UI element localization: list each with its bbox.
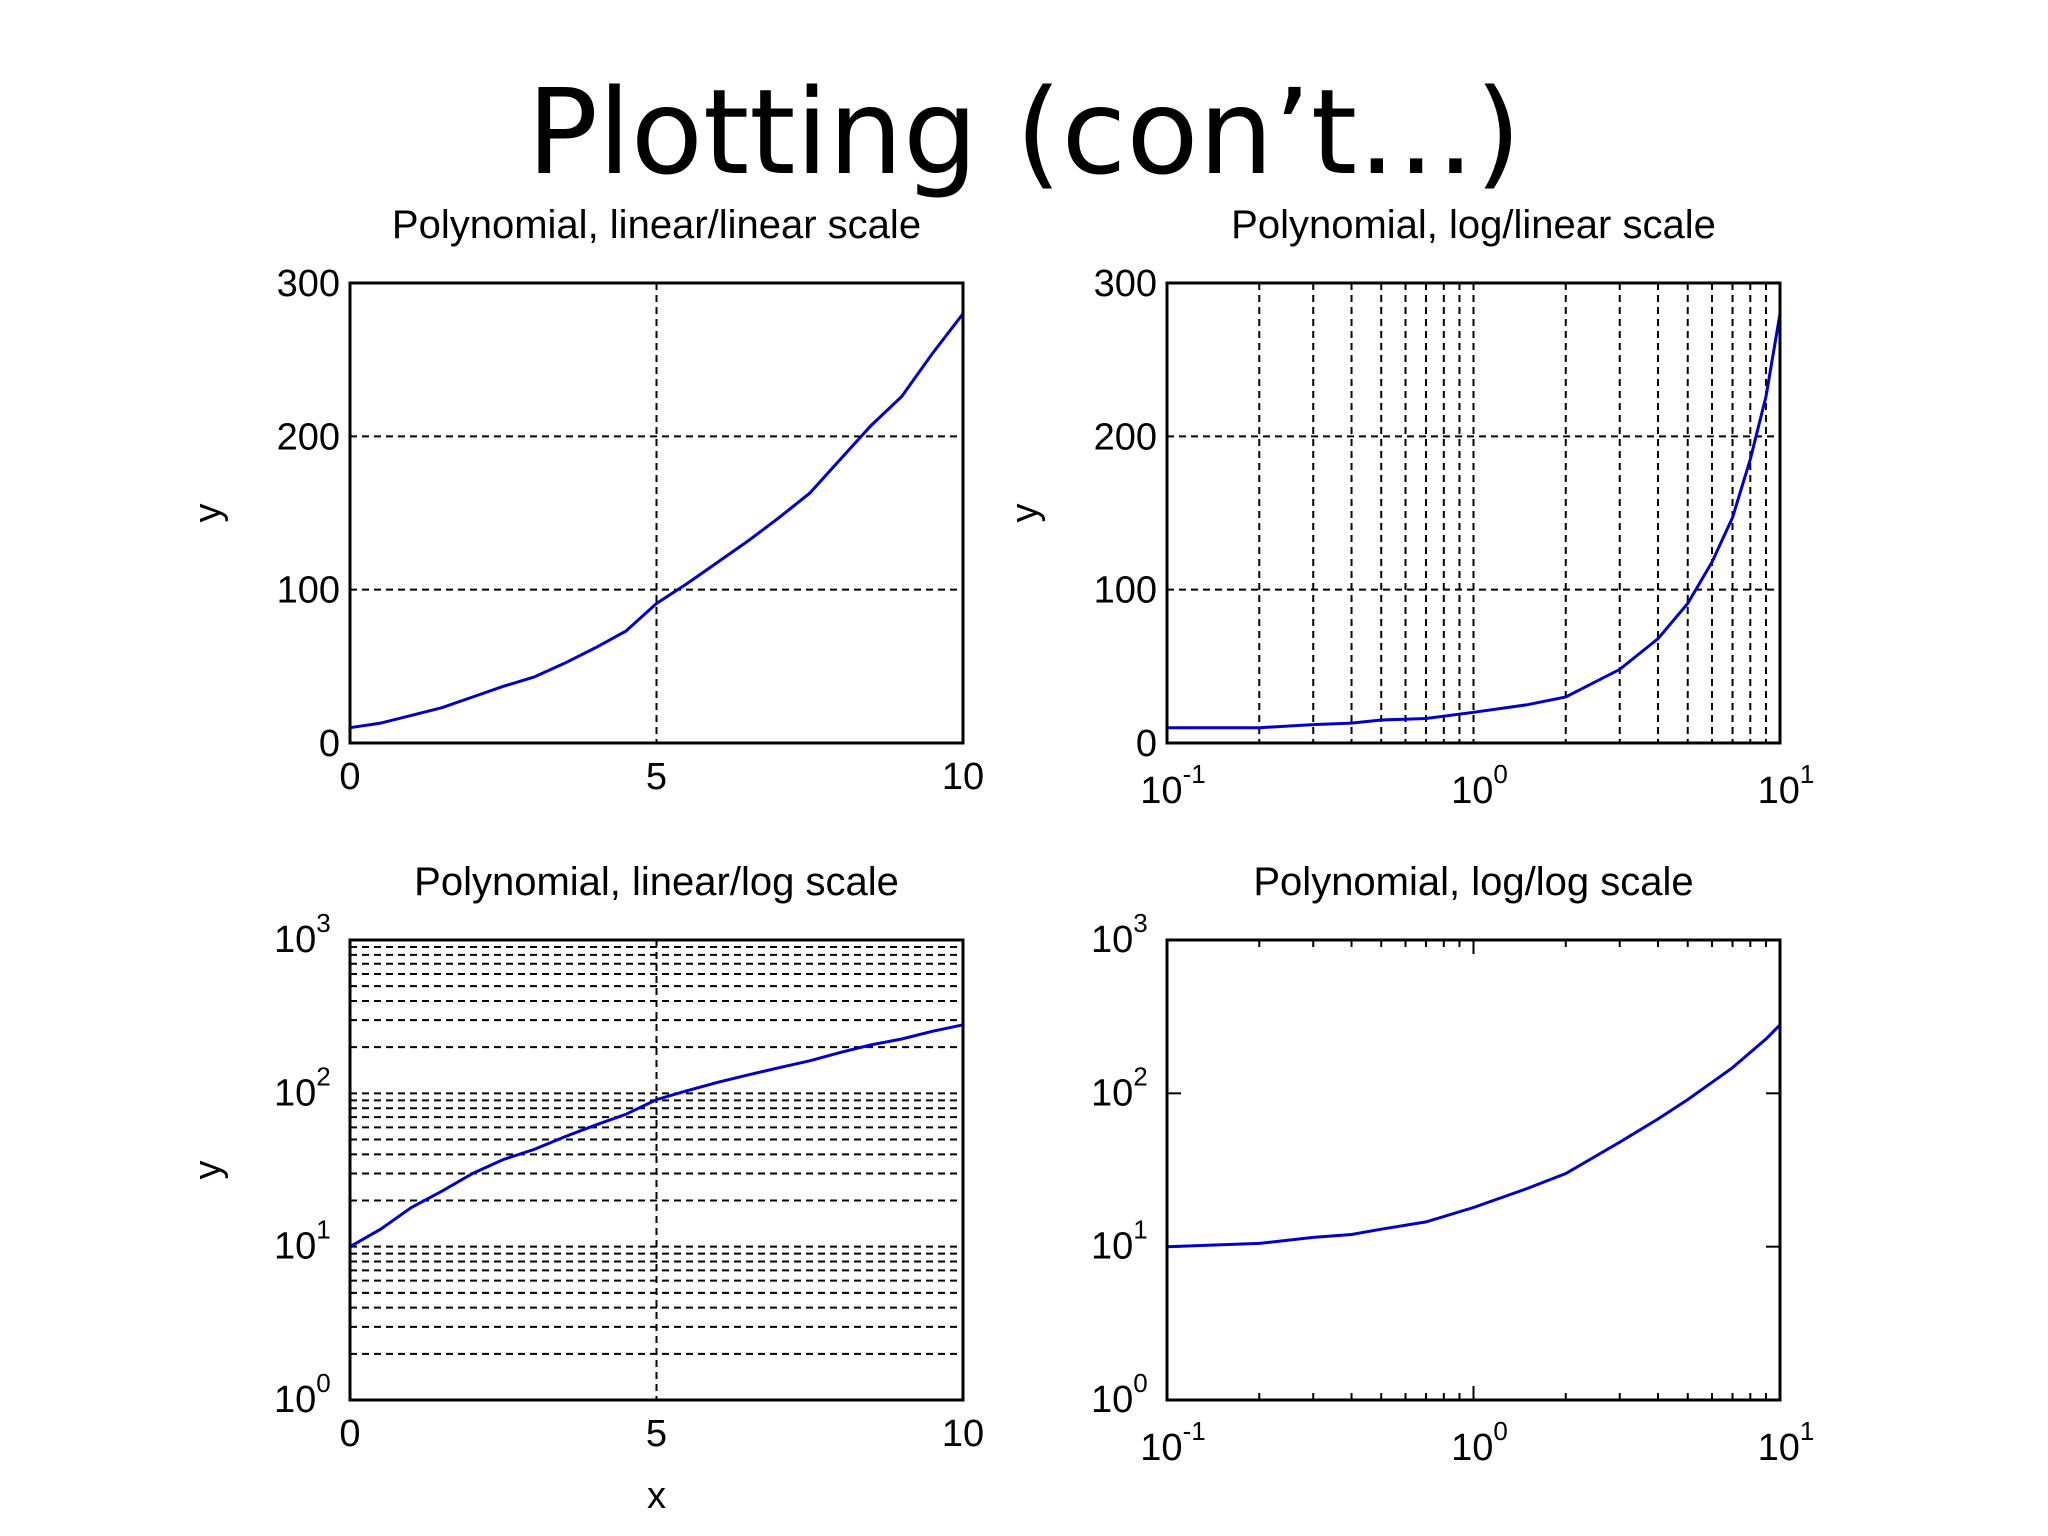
x-tick-label: 100 xyxy=(1451,759,1508,812)
y-tick-label: 100 xyxy=(274,1368,331,1421)
y-axis-label: y xyxy=(187,1161,229,1180)
y-tick-label: 300 xyxy=(277,263,340,305)
axes-frame xyxy=(348,938,965,1402)
subplot-title: Polynomial, log/linear scale xyxy=(1231,203,1716,247)
data-line xyxy=(1166,1023,1782,1249)
x-tick-label: 5 xyxy=(646,1413,667,1455)
y-tick-label: 103 xyxy=(274,908,331,961)
y-tick-label: 100 xyxy=(1094,570,1157,612)
x-axis-label: x xyxy=(647,1475,666,1517)
axes-frame xyxy=(348,281,965,745)
x-tick-label: 0 xyxy=(339,1413,360,1455)
subplot-linear-log: Polynomial, linear/log scale 0 5 10 100 101 10… xyxy=(187,860,984,1517)
x-tick-label: 10 xyxy=(942,756,984,798)
data-line xyxy=(1167,313,1782,730)
y-tick-label: 101 xyxy=(274,1215,331,1268)
x-tick-label: 10-1 xyxy=(1140,1416,1205,1469)
subplot-title: Polynomial, linear/log scale xyxy=(414,860,899,904)
slide-title: Plotting (con’t…) xyxy=(526,63,1522,201)
y-tick-label: 100 xyxy=(277,570,340,612)
subplot-title: Polynomial, linear/linear scale xyxy=(392,203,921,247)
y-tick-label: 0 xyxy=(1136,723,1157,765)
y-tick-label: 101 xyxy=(1091,1215,1148,1268)
x-tick-label: 10-1 xyxy=(1140,759,1205,812)
x-tick-label: 101 xyxy=(1758,1416,1815,1469)
subplot-title: Polynomial, log/log scale xyxy=(1253,860,1693,904)
x-tick-label: 101 xyxy=(1758,759,1815,812)
data-line xyxy=(349,312,965,730)
axes-frame xyxy=(1165,281,1782,745)
y-tick-label: 200 xyxy=(277,416,340,458)
subplot-log-linear: Polynomial, log/linear scale 10-1 100 101 0 1… xyxy=(1004,203,1814,812)
y-tick-label: 102 xyxy=(274,1061,331,1114)
axes-frame xyxy=(1165,938,1782,1402)
y-tick-label: 300 xyxy=(1094,263,1157,305)
y-tick-label: 103 xyxy=(1091,908,1148,961)
y-tick-label: 102 xyxy=(1091,1061,1148,1114)
data-line xyxy=(349,1023,964,1249)
y-tick-label: 100 xyxy=(1091,1368,1148,1421)
y-axis-label: y xyxy=(1004,504,1046,523)
y-tick-label: 0 xyxy=(319,723,340,765)
y-tick-label: 200 xyxy=(1094,416,1157,458)
x-tick-label: 10 xyxy=(942,1413,984,1455)
x-tick-label: 5 xyxy=(646,756,667,798)
x-tick-label: 0 xyxy=(339,756,360,798)
y-axis-label: y xyxy=(187,504,229,523)
x-tick-label: 100 xyxy=(1451,1416,1508,1469)
